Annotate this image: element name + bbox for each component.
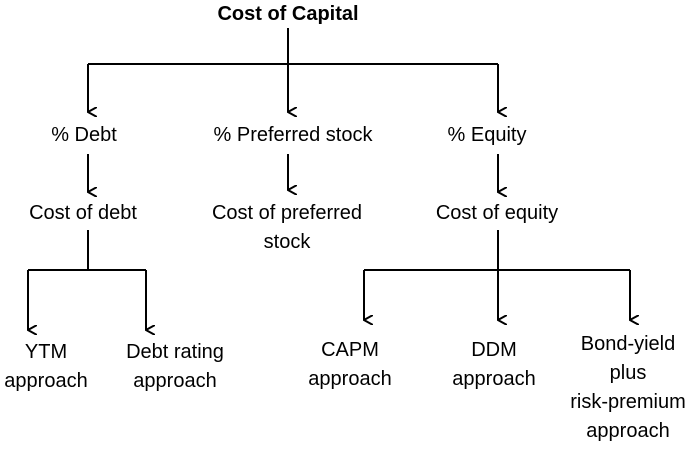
ytm-approach-node: YTM approach [4,338,87,396]
debt-rating-approach-node: Debt rating approach [126,338,224,396]
cost-of-debt-node: Cost of debt [29,199,137,228]
ytm-label-line1: YTM [24,341,68,363]
debt-rating-label-line2: approach [133,370,217,392]
bond-yield-label-line3: risk-premium [570,391,686,413]
cost-of-preferred-node: Cost of preferred stock [212,199,362,257]
ddm-label-line2: approach [452,368,536,390]
ddm-approach-node: DDM approach [452,336,535,394]
cost-of-preferred-label-line2: stock [263,231,311,253]
bond-yield-label-line2: plus [609,362,647,384]
bond-yield-label-line4: approach [586,420,670,442]
cost-of-equity-node: Cost of equity [436,199,558,228]
weight-preferred-label: % Preferred stock [213,124,373,146]
cost-of-preferred-label-line1: Cost of preferred [211,202,363,224]
root-node: Cost of Capital [217,0,358,29]
weight-debt-label: % Debt [51,124,117,146]
root-label: Cost of Capital [217,3,359,25]
bond-yield-approach-node: Bond-yield plus risk-premium approach [570,330,686,446]
capm-label-line1: CAPM [321,339,379,361]
weight-debt-node: % Debt [51,121,117,150]
capm-label-line2: approach [308,368,392,390]
weight-equity-label: % Equity [447,124,527,146]
ddm-label-line1: DDM [471,339,517,361]
bond-yield-label-line1: Bond-yield [580,333,676,355]
cost-of-debt-label: Cost of debt [29,202,137,224]
capm-approach-node: CAPM approach [308,336,391,394]
weight-equity-node: % Equity [448,121,527,150]
weight-preferred-node: % Preferred stock [214,121,373,150]
debt-rating-label-line1: Debt rating [126,341,224,363]
cost-of-equity-label: Cost of equity [435,202,559,224]
ytm-label-line2: approach [4,370,88,392]
